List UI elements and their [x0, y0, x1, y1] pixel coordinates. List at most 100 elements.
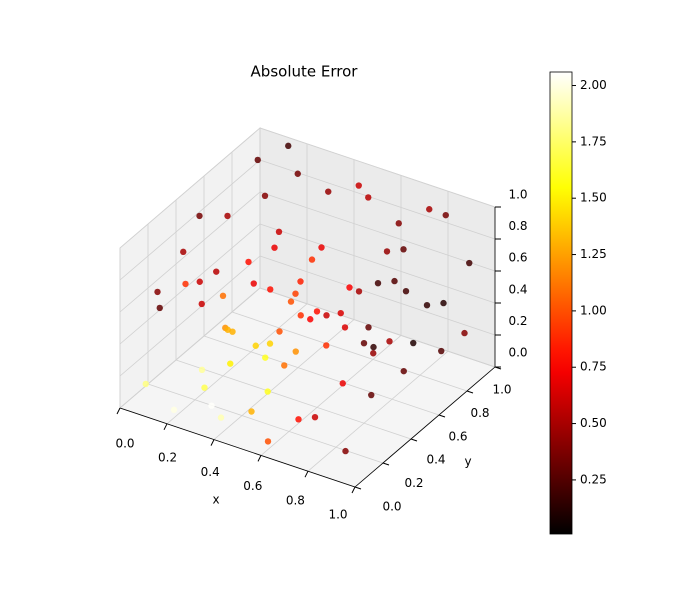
- grid-line: [259, 287, 496, 368]
- grid-line: [119, 159, 261, 281]
- point: [142, 380, 149, 388]
- point: [438, 347, 445, 355]
- point: [466, 259, 473, 267]
- grid-line: [119, 223, 261, 345]
- point: [250, 280, 257, 287]
- point: [264, 438, 272, 445]
- colorbar-tick-label: 0.50: [580, 416, 607, 430]
- x-tick: [116, 407, 121, 415]
- point: [374, 280, 382, 287]
- point: [281, 362, 288, 369]
- point: [355, 182, 362, 189]
- colorbar: [549, 71, 573, 535]
- point: [245, 258, 252, 266]
- point: [254, 156, 261, 164]
- grid-line: [307, 350, 449, 472]
- y-tick-label: 0.4: [426, 453, 445, 467]
- point: [180, 248, 187, 256]
- point: [391, 277, 398, 285]
- y-tick: [438, 414, 446, 418]
- point: [402, 288, 410, 295]
- point: [308, 256, 316, 263]
- point: [365, 194, 372, 201]
- point: [295, 416, 302, 423]
- point: [229, 328, 236, 335]
- point: [267, 286, 274, 293]
- grid-line: [260, 335, 402, 456]
- z-tick-label: 0.6: [508, 251, 527, 265]
- point: [360, 340, 368, 347]
- x-tick: [304, 470, 309, 478]
- x-axis-label: x: [212, 493, 219, 507]
- point: [213, 268, 220, 275]
- point: [383, 248, 391, 255]
- point: [198, 300, 205, 308]
- point: [264, 388, 271, 395]
- colorbar-tick-label: 0.25: [580, 472, 607, 486]
- point: [262, 354, 269, 361]
- x-tick: [257, 455, 262, 462]
- grid-line: [259, 255, 496, 336]
- grid-line: [213, 319, 355, 440]
- grid-line: [259, 127, 496, 208]
- point: [224, 212, 231, 220]
- grid-line: [119, 191, 261, 313]
- point: [461, 329, 468, 337]
- grid-line: [175, 359, 412, 440]
- colorbar-tick-label: 1.75: [580, 134, 607, 148]
- point: [370, 343, 377, 351]
- z-tick-label: 1.0: [508, 188, 527, 202]
- x-tick: [351, 486, 356, 494]
- point: [156, 304, 163, 312]
- point: [292, 348, 299, 355]
- y-axis-line: [354, 366, 496, 488]
- point: [323, 312, 330, 319]
- x-tick: [210, 439, 215, 446]
- colorbar-tick-label: 2.00: [580, 78, 607, 92]
- y-tick: [354, 486, 362, 490]
- x-tick-label: 0.8: [286, 493, 305, 507]
- y-tick: [382, 462, 390, 466]
- z-tick-label: 0.8: [508, 219, 527, 233]
- grid-line: [203, 335, 440, 416]
- y-tick-label: 1.0: [492, 383, 511, 397]
- point: [307, 316, 314, 323]
- y-tick: [466, 390, 474, 394]
- point: [346, 284, 353, 291]
- point: [410, 339, 417, 347]
- point: [271, 244, 278, 251]
- point: [275, 228, 283, 235]
- z-tick-label: 0.4: [508, 282, 527, 296]
- point: [323, 342, 330, 349]
- point: [342, 447, 349, 455]
- point: [297, 278, 304, 285]
- x-tick: [163, 423, 168, 431]
- point: [426, 206, 433, 213]
- point: [395, 220, 402, 227]
- z-tick-label: 0.2: [508, 314, 527, 328]
- y-tick-label: 0.0: [382, 500, 401, 514]
- colorbar-tick-label: 1.50: [580, 191, 607, 205]
- point: [198, 366, 206, 373]
- point: [386, 338, 393, 345]
- point: [170, 406, 178, 413]
- point: [292, 290, 299, 297]
- x-tick-label: 1.0: [328, 508, 347, 522]
- point: [313, 308, 321, 315]
- grid-line: [119, 255, 261, 377]
- point: [219, 292, 227, 299]
- point: [318, 244, 325, 251]
- point: [400, 246, 407, 253]
- point: [276, 328, 283, 335]
- x-tick-label: 0.0: [115, 437, 134, 451]
- point: [368, 391, 375, 399]
- y-tick: [410, 438, 418, 442]
- point: [365, 324, 372, 331]
- colorbar-tick-label: 0.75: [580, 360, 607, 374]
- point: [341, 324, 349, 331]
- y-tick-label: 0.2: [404, 476, 423, 490]
- point: [442, 211, 449, 219]
- point: [339, 380, 346, 387]
- point: [201, 384, 208, 391]
